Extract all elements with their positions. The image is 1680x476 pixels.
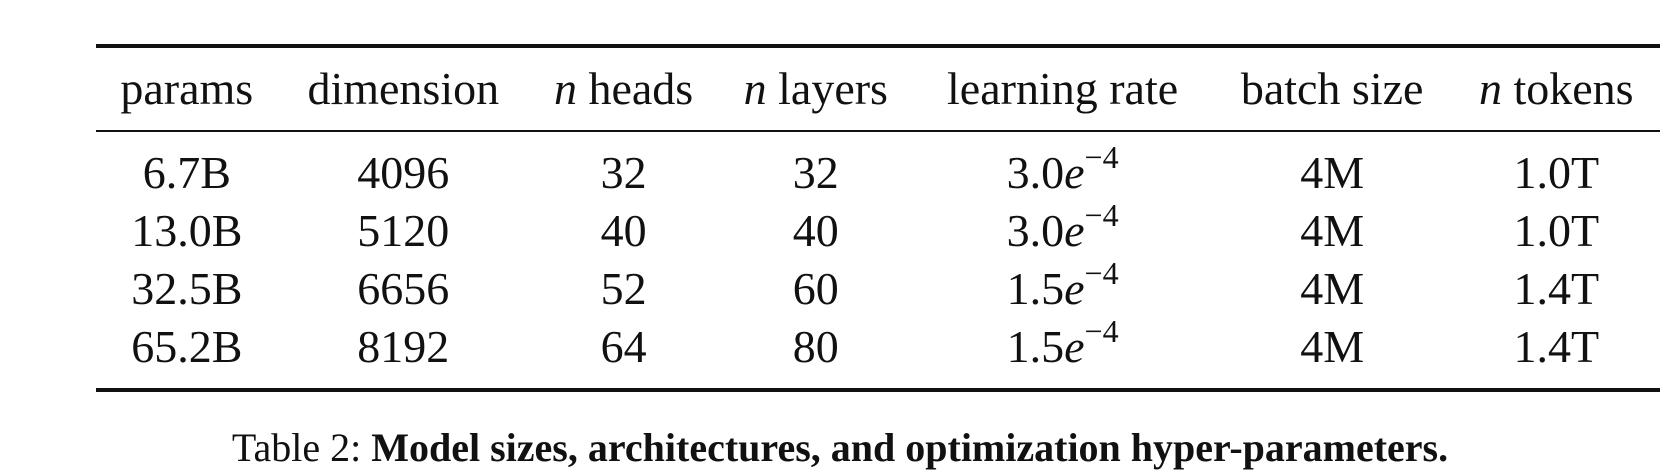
table-row: 65.2B 8192 64 80 1.5e−4 4M 1.4T [96,313,1660,390]
table-header: params dimension n heads n layers learni… [96,46,1660,131]
cell-heads: 52 [600,263,647,314]
cell-params: 32.5B [131,263,243,314]
header-dimension: dimension [307,63,500,114]
table-body: 6.7B 4096 32 32 3.0e−4 4M 1.0T 13.0B 512… [96,131,1660,390]
header-params: params [120,63,254,114]
caption-text: Model sizes, architectures, and optimiza… [371,425,1449,470]
hyperparameter-table-container: params dimension n heads n layers learni… [96,44,1660,392]
cell-dimension: 4096 [357,147,450,198]
header-n-layers: n layers [743,63,888,114]
table-row: 13.0B 5120 40 40 3.0e−4 4M 1.0T [96,197,1660,260]
table-row: 32.5B 6656 52 60 1.5e−4 4M 1.4T [96,255,1660,318]
header-learning-rate: learning rate [947,63,1179,114]
table-caption: Table 2: Model sizes, architectures, and… [0,428,1680,468]
cell-layers: 32 [792,147,839,198]
cell-dimension: 8192 [357,321,450,372]
table-row: 6.7B 4096 32 32 3.0e−4 4M 1.0T [96,131,1660,202]
cell-batch-size: 4M [1300,263,1365,314]
cell-dimension: 5120 [357,205,450,256]
header-row: params dimension n heads n layers learni… [96,46,1660,131]
cell-heads: 64 [600,321,647,372]
cell-params: 13.0B [131,205,243,256]
cell-learning-rate: 1.5e−4 [1006,255,1119,314]
header-n-tokens: n tokens [1478,63,1634,114]
cell-layers: 60 [792,263,839,314]
header-n-heads: n heads [553,63,694,114]
cell-layers: 80 [792,321,839,372]
cell-dimension: 6656 [357,263,450,314]
hyperparameter-table: params dimension n heads n layers learni… [96,44,1660,392]
cell-batch-size: 4M [1300,321,1365,372]
cell-learning-rate: 1.5e−4 [1006,313,1119,372]
cell-batch-size: 4M [1300,205,1365,256]
cell-layers: 40 [792,205,839,256]
cell-tokens: 1.0T [1513,205,1600,256]
caption-label: Table 2: [231,425,372,470]
cell-tokens: 1.4T [1513,321,1600,372]
cell-params: 65.2B [131,321,243,372]
cell-tokens: 1.0T [1513,147,1600,198]
header-batch-size: batch size [1240,63,1424,114]
cell-heads: 32 [600,147,647,198]
cell-learning-rate: 3.0e−4 [1006,197,1119,256]
cell-params: 6.7B [142,147,231,198]
cell-heads: 40 [600,205,647,256]
cell-batch-size: 4M [1300,147,1365,198]
cell-tokens: 1.4T [1513,263,1600,314]
cell-learning-rate: 3.0e−4 [1006,139,1119,198]
